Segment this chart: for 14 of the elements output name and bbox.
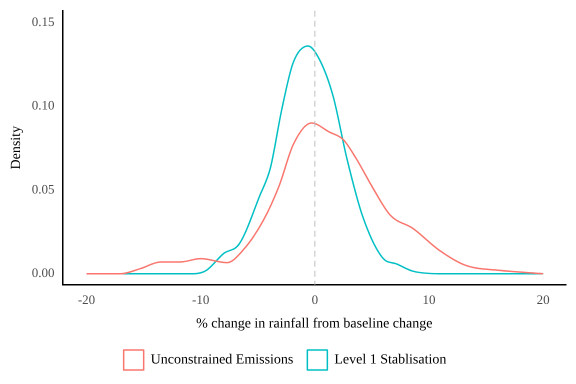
- legend-label: Level 1 Stablisation: [334, 352, 446, 368]
- y-tick-label: 0.05: [32, 181, 55, 196]
- x-tick-label: 0: [312, 292, 318, 307]
- x-tick-label: -20: [78, 292, 96, 307]
- y-axis-title: Density: [9, 126, 24, 170]
- line-series: [86, 122, 544, 274]
- x-tick-label: 20: [536, 292, 550, 307]
- y-tick-label: 0.15: [32, 14, 55, 29]
- x-axis-title: % change in rainfall from baseline change: [196, 316, 432, 332]
- legend-label: Unconstrained Emissions: [150, 352, 294, 368]
- y-tick-label: 0.00: [32, 265, 55, 280]
- x-tick-label: -10: [192, 292, 210, 307]
- y-tick-label: 0.10: [32, 98, 55, 113]
- x-tick-label: 10: [422, 292, 436, 307]
